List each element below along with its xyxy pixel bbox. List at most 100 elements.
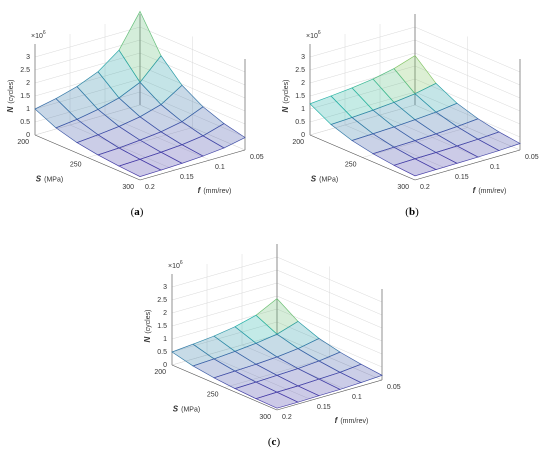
z-tick-label: 2 xyxy=(301,80,305,87)
grid-line xyxy=(171,308,278,340)
y-tick-label: 0.2 xyxy=(145,184,155,191)
axis-symbol: f xyxy=(335,416,339,425)
grid-line xyxy=(171,269,278,301)
grid-line xyxy=(34,78,141,110)
grid-line xyxy=(309,104,416,136)
surface-patch xyxy=(118,158,162,177)
axis-edge xyxy=(34,134,141,181)
grid-line xyxy=(309,78,416,110)
multiplier-base: ×10 xyxy=(306,33,318,40)
grid-line xyxy=(379,114,486,161)
z-axis-label: N (cycles) xyxy=(6,80,15,113)
multiplier-exponent: 6 xyxy=(43,30,46,36)
z-tick-label: 0.5 xyxy=(157,349,167,356)
panel-label: (c) xyxy=(268,436,281,448)
z-multiplier: ×106 xyxy=(306,30,321,40)
axis-unit: (cycles) xyxy=(8,80,15,104)
axis-unit: (cycles) xyxy=(283,80,290,104)
panel-label-part: b xyxy=(409,206,415,218)
y-tick-label: 0.1 xyxy=(490,164,500,171)
grid-line xyxy=(34,91,141,123)
panel-label-part: c xyxy=(272,436,277,448)
y-tick-label: 0.15 xyxy=(317,404,331,411)
grid-line xyxy=(309,26,416,58)
z-tick-label: 2 xyxy=(26,80,30,87)
axis-unit: (MPa) xyxy=(319,176,338,183)
x-tick-label: 300 xyxy=(122,184,134,191)
grid-line xyxy=(309,91,416,123)
grid-line xyxy=(309,65,416,97)
grid-line xyxy=(139,78,246,125)
panel-label: (b) xyxy=(405,206,419,218)
z-tick-label: 3 xyxy=(163,284,167,291)
axis-edge xyxy=(139,149,246,181)
z-tick-label: 1.5 xyxy=(20,93,30,100)
axis-symbol: S xyxy=(173,405,179,414)
z-axis-label: N (cycles) xyxy=(143,310,152,343)
axis-unit: (cycles) xyxy=(145,310,152,334)
grid-line xyxy=(414,65,521,112)
z-tick-label: 2.5 xyxy=(295,67,305,74)
x-axis-label: S (MPa) xyxy=(311,175,338,184)
z-tick-label: 1 xyxy=(301,106,305,113)
multiplier-base: ×10 xyxy=(31,33,43,40)
x-tick-label: 250 xyxy=(70,161,82,168)
axis-edge xyxy=(414,149,521,181)
surface-chart: 0 0.5 1 1.5 2 2.5 3 200 250 300 0.05 0.1 0.15 0.2 ×106… xyxy=(6,10,264,218)
y-tick-label: 0.15 xyxy=(455,174,469,181)
grid-line xyxy=(414,26,521,73)
y-tick-label: 0.05 xyxy=(250,154,264,161)
axis-unit: (MPa) xyxy=(181,406,200,413)
z-tick-label: 3 xyxy=(26,54,30,61)
grid-line xyxy=(362,127,468,158)
z-tick-label: 2.5 xyxy=(20,67,30,74)
axis-symbol: f xyxy=(198,186,202,195)
multiplier-exponent: 6 xyxy=(180,260,183,266)
axis-edge xyxy=(309,134,416,181)
panel-label-part: ( xyxy=(268,436,272,448)
axis-unit: (mm/rev) xyxy=(203,188,231,195)
surface-chart: 0 0.5 1 1.5 2 2.5 3 200 250 300 0.05 0.1 0.15 0.2 ×106… xyxy=(143,244,401,448)
grid-line xyxy=(139,26,246,73)
axis-unit: (mm/rev) xyxy=(478,188,506,195)
axis-symbol: S xyxy=(311,175,317,184)
axis-symbol: N xyxy=(281,106,290,112)
multiplier-exponent: 6 xyxy=(318,30,321,36)
z-multiplier: ×106 xyxy=(31,30,46,40)
x-tick-label: 200 xyxy=(154,369,166,376)
grid-line xyxy=(309,39,416,71)
panel-label-part: a xyxy=(134,206,140,218)
grid-line xyxy=(414,91,521,138)
grid-line xyxy=(276,334,383,381)
grid-line xyxy=(69,124,176,171)
y-tick-label: 0.1 xyxy=(352,394,362,401)
grid-line xyxy=(104,114,211,161)
axis-unit: (mm/rev) xyxy=(340,418,368,425)
axis-symbol: S xyxy=(36,175,42,184)
grid-line xyxy=(414,78,521,125)
x-tick-label: 300 xyxy=(397,184,409,191)
y-tick-label: 0.2 xyxy=(420,184,430,191)
panel-label-part: ) xyxy=(276,436,280,448)
y-axis-label: f (mm/rev) xyxy=(198,186,232,195)
grid-line xyxy=(171,282,278,314)
axis-edge xyxy=(171,364,278,411)
x-tick-label: 250 xyxy=(207,391,219,398)
grid-line xyxy=(309,52,416,84)
x-tick-label: 300 xyxy=(259,414,271,421)
grid-line xyxy=(139,39,246,86)
grid-line xyxy=(276,321,383,368)
grid-line xyxy=(414,52,521,99)
surface-patch xyxy=(393,158,437,177)
grid-line xyxy=(34,39,141,71)
y-axis-label: f (mm/rev) xyxy=(473,186,507,195)
panel-label-part: ) xyxy=(140,206,144,218)
grid-line xyxy=(34,52,141,84)
grid-line xyxy=(139,65,246,112)
grid-line xyxy=(276,308,383,355)
y-tick-label: 0.2 xyxy=(282,414,292,421)
grid-line xyxy=(34,26,141,58)
y-tick-label: 0.15 xyxy=(180,174,194,181)
panel-label-part: ( xyxy=(131,206,135,218)
